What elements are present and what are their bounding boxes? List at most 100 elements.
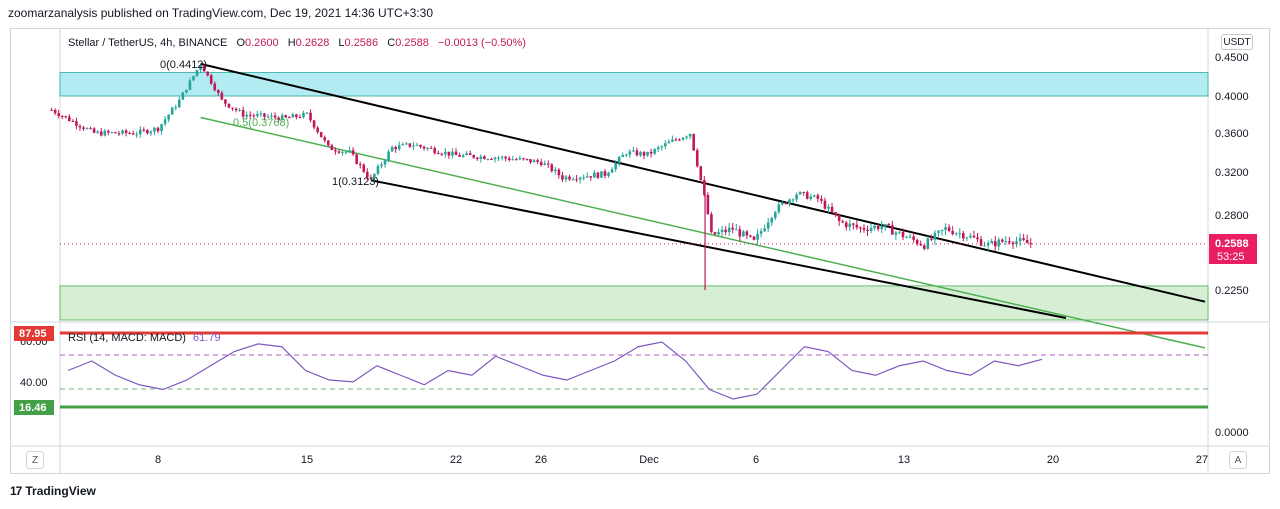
- candle: [933, 230, 937, 246]
- candle-body: [248, 114, 252, 116]
- time-tick-3: 26: [535, 454, 547, 466]
- candle: [922, 244, 926, 251]
- support-zone[interactable]: [59, 285, 1209, 321]
- candle: [550, 163, 554, 173]
- candle: [99, 128, 103, 137]
- channel-upper-line[interactable]: [200, 62, 1206, 303]
- price-axis[interactable]: 0.4500 0.4000 0.3600 0.3200 0.2800 0.2250: [1215, 52, 1249, 297]
- resistance-zone[interactable]: [59, 72, 1209, 97]
- candle-body: [419, 144, 422, 147]
- candle: [107, 129, 110, 136]
- candle: [465, 150, 468, 156]
- candle: [291, 112, 295, 118]
- candle: [596, 171, 600, 180]
- candle: [820, 195, 823, 204]
- rsi-line[interactable]: [67, 341, 1043, 400]
- open-label: O: [236, 37, 245, 49]
- candle-body: [869, 228, 873, 232]
- candle: [128, 131, 131, 135]
- candle-body: [277, 117, 280, 121]
- candle-body: [75, 121, 78, 126]
- candle-body: [238, 109, 241, 111]
- candle-body: [156, 127, 160, 132]
- candle: [788, 198, 791, 207]
- candle: [898, 231, 901, 235]
- rsi-axis-zero: 0.0000: [1215, 427, 1249, 439]
- candle: [344, 150, 348, 155]
- candle-body: [727, 227, 731, 233]
- candle: [185, 89, 188, 95]
- candle: [419, 144, 422, 149]
- candle-body: [983, 245, 986, 247]
- candle: [958, 228, 962, 239]
- candle-body: [887, 223, 891, 226]
- chart-frame[interactable]: [10, 28, 1270, 474]
- rsi-legend[interactable]: RSI (14, MACD: MACD) 61.79: [68, 332, 221, 344]
- candle-body: [901, 231, 905, 238]
- candle-body: [483, 156, 486, 160]
- candle-body: [71, 120, 75, 122]
- candle-body: [135, 134, 139, 136]
- footer-brand: TradingView: [25, 484, 96, 498]
- candle: [302, 110, 305, 119]
- candle: [504, 155, 507, 162]
- candle-body: [706, 194, 710, 215]
- candle: [170, 106, 174, 115]
- channel-lower-line[interactable]: [370, 179, 1067, 319]
- candle: [685, 135, 688, 140]
- candle: [522, 157, 525, 161]
- candle: [330, 143, 334, 151]
- candle-body: [685, 136, 688, 138]
- candle: [766, 218, 770, 233]
- candle: [610, 167, 614, 173]
- candle: [578, 176, 582, 184]
- candle: [422, 145, 426, 151]
- candle: [617, 155, 621, 167]
- symbol-legend[interactable]: Stellar / TetherUS, 4h, BINANCE O0.2600 …: [68, 37, 526, 49]
- auto-scale-button[interactable]: A: [1229, 451, 1247, 469]
- candle-body: [784, 202, 788, 204]
- candle: [323, 135, 327, 143]
- candle: [298, 114, 302, 119]
- channel-mid-line[interactable]: [200, 116, 1206, 349]
- candle-body: [795, 194, 798, 200]
- candle-body: [121, 130, 124, 134]
- candle: [855, 220, 859, 230]
- candle: [738, 225, 742, 242]
- candle-body: [511, 159, 515, 161]
- candle-body: [383, 160, 387, 165]
- candle-body: [958, 233, 962, 235]
- candle: [224, 99, 227, 107]
- candle-body: [1029, 243, 1033, 245]
- currency-button[interactable]: USDT: [1221, 34, 1253, 50]
- candle: [1011, 241, 1015, 249]
- candle-body: [908, 236, 912, 238]
- candle: [639, 150, 642, 157]
- candle: [124, 128, 128, 137]
- candle: [135, 131, 139, 138]
- candle: [649, 148, 653, 158]
- candle-body: [1001, 239, 1004, 242]
- candle: [692, 133, 695, 151]
- log-scale-button[interactable]: Z: [26, 451, 44, 469]
- candle-body: [85, 128, 89, 130]
- candle: [103, 129, 107, 137]
- candle-body: [369, 177, 373, 179]
- candle-body: [561, 175, 564, 180]
- candle-body: [174, 107, 178, 109]
- candle-body: [922, 245, 926, 249]
- candle-body: [993, 240, 997, 247]
- time-axis[interactable]: 8 15 22 26 Dec 6 13 20 27: [155, 454, 1208, 466]
- candle: [369, 174, 373, 180]
- candle: [57, 109, 60, 119]
- candle-body: [351, 150, 355, 155]
- candle-body: [454, 151, 458, 156]
- candle: [383, 158, 387, 168]
- candle-body: [862, 228, 866, 230]
- candle: [635, 147, 639, 157]
- rsi-badge-top-text: 87.95: [19, 328, 47, 340]
- candle: [316, 126, 319, 135]
- candle-body: [436, 152, 440, 154]
- candle-body: [341, 151, 344, 153]
